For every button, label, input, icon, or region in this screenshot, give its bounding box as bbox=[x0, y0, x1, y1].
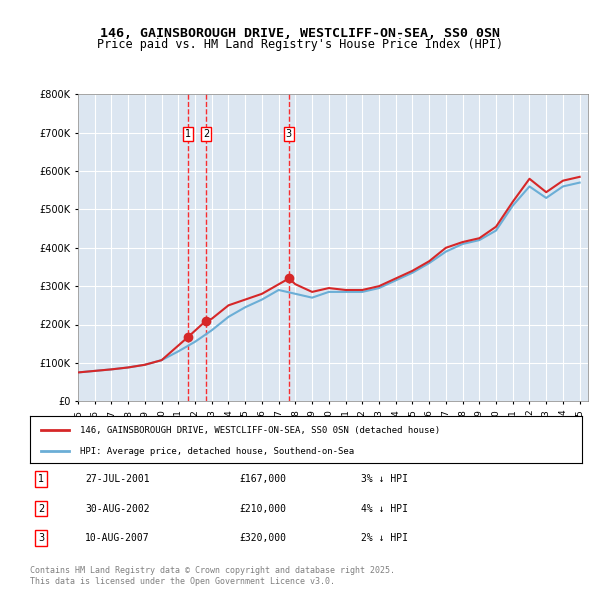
Text: 2: 2 bbox=[203, 129, 209, 139]
Text: £320,000: £320,000 bbox=[240, 533, 287, 543]
Text: 3: 3 bbox=[38, 533, 44, 543]
Text: 1: 1 bbox=[38, 474, 44, 484]
Text: 10-AUG-2007: 10-AUG-2007 bbox=[85, 533, 150, 543]
Text: 4% ↓ HPI: 4% ↓ HPI bbox=[361, 504, 408, 513]
Text: Price paid vs. HM Land Registry's House Price Index (HPI): Price paid vs. HM Land Registry's House … bbox=[97, 38, 503, 51]
Text: HPI: Average price, detached house, Southend-on-Sea: HPI: Average price, detached house, Sout… bbox=[80, 447, 354, 456]
Text: 2% ↓ HPI: 2% ↓ HPI bbox=[361, 533, 408, 543]
Text: 3: 3 bbox=[286, 129, 292, 139]
Text: 146, GAINSBOROUGH DRIVE, WESTCLIFF-ON-SEA, SS0 0SN (detached house): 146, GAINSBOROUGH DRIVE, WESTCLIFF-ON-SE… bbox=[80, 425, 440, 435]
Text: 27-JUL-2001: 27-JUL-2001 bbox=[85, 474, 150, 484]
Text: 1: 1 bbox=[185, 129, 191, 139]
Text: 30-AUG-2002: 30-AUG-2002 bbox=[85, 504, 150, 513]
Text: £167,000: £167,000 bbox=[240, 474, 287, 484]
Text: Contains HM Land Registry data © Crown copyright and database right 2025.
This d: Contains HM Land Registry data © Crown c… bbox=[30, 566, 395, 586]
Text: 2: 2 bbox=[38, 504, 44, 513]
Text: £210,000: £210,000 bbox=[240, 504, 287, 513]
Text: 3% ↓ HPI: 3% ↓ HPI bbox=[361, 474, 408, 484]
Text: 146, GAINSBOROUGH DRIVE, WESTCLIFF-ON-SEA, SS0 0SN: 146, GAINSBOROUGH DRIVE, WESTCLIFF-ON-SE… bbox=[100, 27, 500, 40]
